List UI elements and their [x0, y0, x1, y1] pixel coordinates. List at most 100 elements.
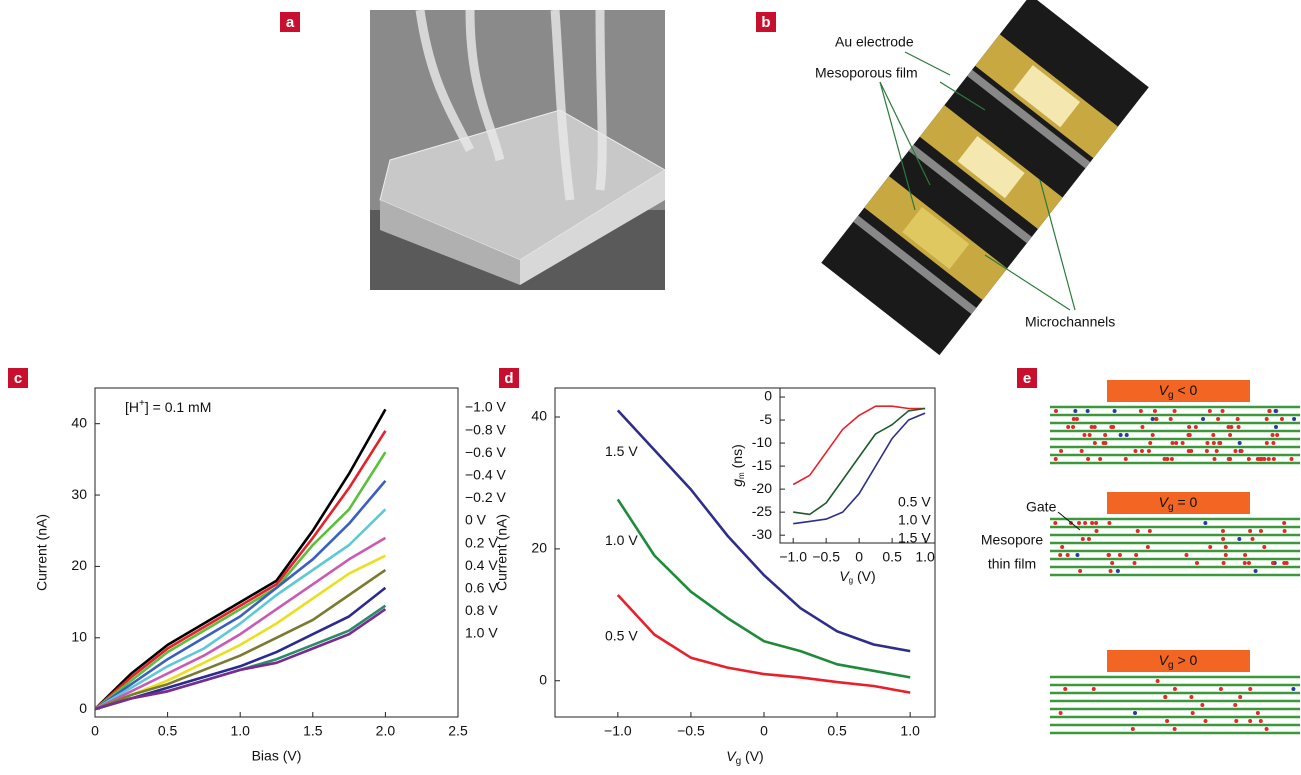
- y-axis-label: Current (nA): [494, 514, 510, 591]
- y-tick-label: -20: [752, 480, 772, 496]
- anion: [1151, 417, 1155, 421]
- y-tick-label: -10: [752, 434, 772, 450]
- legend-label: −0.2 V: [465, 489, 507, 505]
- text-part: [H: [125, 399, 139, 415]
- cation: [1256, 711, 1260, 715]
- cation: [1140, 425, 1144, 429]
- x-axis-label: Vg (V): [839, 568, 875, 585]
- legend-label: −1.0 V: [465, 399, 507, 415]
- label-thin-film: thin film: [988, 556, 1036, 572]
- annotation: [H+] = 0.1 mM: [125, 398, 211, 415]
- cation: [1219, 687, 1223, 691]
- legend-label: 1.0 V: [465, 625, 498, 641]
- cation: [1275, 433, 1279, 437]
- cation: [1243, 553, 1247, 557]
- x-tick-label: −0.5: [677, 723, 705, 739]
- text-part: > 0: [1174, 652, 1198, 668]
- cation: [1194, 425, 1198, 429]
- cation: [1173, 727, 1177, 731]
- cation: [1163, 695, 1167, 699]
- cation: [1224, 545, 1228, 549]
- diagram-e: Vg < 0Vg = 0Vg > 0: [1050, 380, 1300, 733]
- cation: [1237, 425, 1241, 429]
- y-tick-label: -30: [752, 526, 772, 542]
- cation: [1139, 409, 1143, 413]
- cation: [1060, 545, 1064, 549]
- cation: [1148, 529, 1152, 533]
- cation: [1059, 711, 1063, 715]
- x-tick-label: 1.0: [915, 549, 935, 565]
- cation: [1221, 529, 1225, 533]
- cation: [1133, 449, 1137, 453]
- cation: [1259, 719, 1263, 723]
- cation: [1140, 449, 1144, 453]
- legend-label: 0.5 V: [898, 494, 931, 510]
- cation: [1054, 409, 1058, 413]
- cation: [1153, 409, 1157, 413]
- cation: [1170, 441, 1174, 445]
- text-part: ] = 0.1 mM: [145, 399, 212, 415]
- cation: [1265, 417, 1269, 421]
- cation: [1195, 561, 1199, 565]
- cation: [1059, 449, 1063, 453]
- anion: [1125, 433, 1129, 437]
- cation: [1256, 457, 1260, 461]
- text-part: < 0: [1174, 382, 1198, 398]
- cation: [1154, 417, 1158, 421]
- legend-label: 1.5 V: [605, 443, 638, 459]
- anion: [1201, 417, 1205, 421]
- cation: [1156, 679, 1160, 683]
- y-axis-label: Current (nA): [34, 514, 50, 591]
- photo-b: [821, 0, 1149, 355]
- label-mesoporous-film: Mesoporous film: [815, 65, 918, 81]
- cation: [1211, 433, 1215, 437]
- anion: [1237, 537, 1241, 541]
- cation: [1247, 561, 1251, 565]
- label-gate: Gate: [1026, 499, 1057, 515]
- x-tick-label: 1.0: [230, 723, 250, 739]
- cation: [1081, 537, 1085, 541]
- x-tick-label: 0.5: [158, 723, 178, 739]
- cation: [1082, 433, 1086, 437]
- label-au-electrode: Au electrode: [835, 34, 914, 50]
- cation: [1271, 441, 1275, 445]
- cation: [1077, 521, 1081, 525]
- x-tick-label: −1.0: [779, 549, 807, 565]
- anion: [1254, 569, 1258, 573]
- cation: [1212, 457, 1216, 461]
- cation: [1222, 561, 1226, 565]
- cation: [1078, 569, 1082, 573]
- label-mesopore: Mesopore: [981, 532, 1043, 548]
- cation: [1262, 457, 1266, 461]
- y-tick-label: 30: [71, 486, 87, 502]
- text-part: g: [729, 479, 745, 487]
- cation: [1189, 449, 1193, 453]
- cation: [1146, 545, 1150, 549]
- x-tick-label: 0: [760, 723, 768, 739]
- legend-label: −0.8 V: [465, 421, 507, 437]
- text-part: (V): [853, 568, 876, 584]
- cation: [1271, 561, 1275, 565]
- cation: [1095, 529, 1099, 533]
- cation: [1248, 687, 1252, 691]
- cation: [1107, 521, 1111, 525]
- cation: [1282, 521, 1286, 525]
- cation: [1165, 719, 1169, 723]
- cation: [1267, 457, 1271, 461]
- cation: [1109, 425, 1113, 429]
- cation: [1272, 457, 1276, 461]
- y-tick-label: 40: [71, 414, 87, 430]
- text-part: = 0: [1174, 494, 1198, 510]
- cation: [1110, 561, 1114, 565]
- anion: [1113, 409, 1117, 413]
- cation: [1134, 553, 1138, 557]
- x-tick-label: 2.0: [376, 723, 396, 739]
- cation: [1221, 409, 1225, 413]
- cation: [1259, 529, 1263, 533]
- anion: [1075, 553, 1079, 557]
- legend-label: 0.8 V: [465, 602, 498, 618]
- cation: [1173, 409, 1177, 413]
- x-axis-label: Vg (V): [726, 748, 763, 767]
- cation: [1187, 425, 1191, 429]
- anion: [1133, 711, 1137, 715]
